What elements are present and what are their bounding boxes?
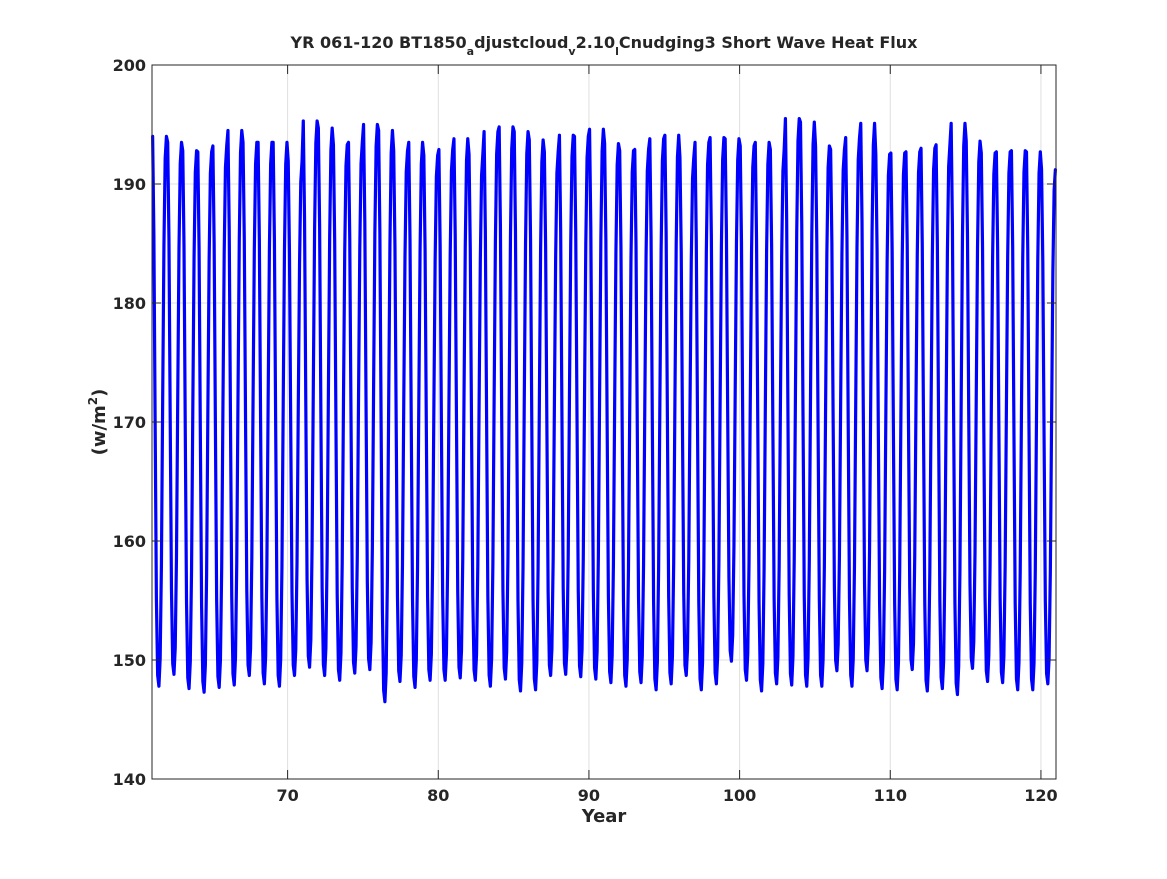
chart-title: YR 061-120 BT1850adjustcloudv2.10lCnudgi… xyxy=(290,33,919,58)
title-part-mid1: djustcloud xyxy=(474,33,568,52)
title-part-mid2: 2.10 xyxy=(576,33,615,52)
y-label-base: (w/m xyxy=(89,405,110,455)
y-tick-label: 200 xyxy=(113,56,146,75)
x-tick-label: 90 xyxy=(578,786,600,805)
y-axis-label: (w/m2) xyxy=(86,389,110,456)
y-tick-label: 160 xyxy=(113,532,146,551)
y-label-sup: 2 xyxy=(86,397,100,405)
y-tick-label: 170 xyxy=(113,413,146,432)
title-part-post: Cnudging3 Short Wave Heat Flux xyxy=(619,33,918,52)
x-tick-labels: 70 80 90 100 110 120 xyxy=(276,786,1057,805)
title-sub-v: v xyxy=(568,45,576,58)
x-axis-label: Year xyxy=(581,806,627,827)
x-tick-label: 70 xyxy=(276,786,298,805)
tick-layer xyxy=(152,64,1056,780)
x-tick-label: 120 xyxy=(1024,786,1057,805)
x-tick-label: 100 xyxy=(723,786,756,805)
y-tick-labels: 140 150 160 170 180 190 200 xyxy=(113,56,146,789)
x-tick-label: 80 xyxy=(427,786,449,805)
x-tick-label: 110 xyxy=(874,786,907,805)
y-tick-label: 190 xyxy=(113,175,146,194)
title-sub-l: l xyxy=(615,45,619,58)
y-label-end: ) xyxy=(89,389,110,397)
series-layer xyxy=(151,116,1057,704)
series-line xyxy=(151,116,1057,704)
title-part-pre: YR 061-120 BT1850 xyxy=(290,33,467,52)
title-sub-a: a xyxy=(467,45,474,58)
y-tick-label: 180 xyxy=(113,294,146,313)
y-tick-label: 150 xyxy=(113,651,146,670)
y-tick-label: 140 xyxy=(113,770,146,789)
